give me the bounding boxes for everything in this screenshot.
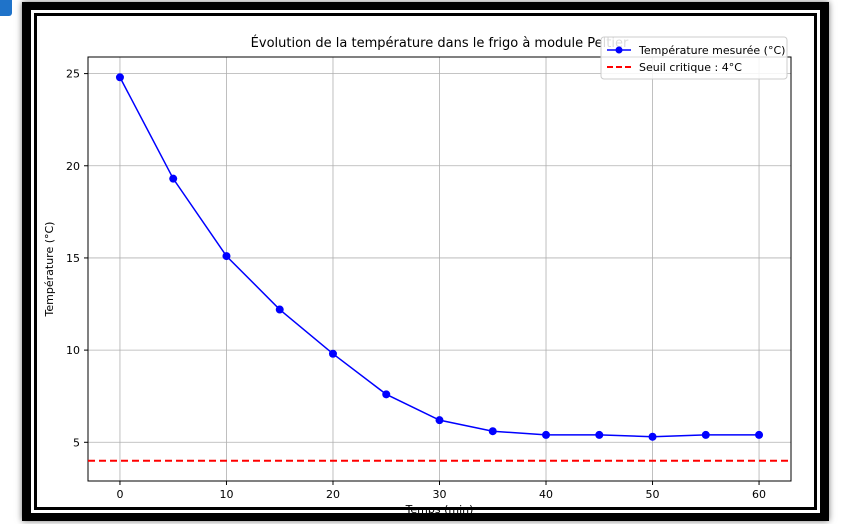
temperature-point xyxy=(328,349,337,358)
x-tick-label: 10 xyxy=(219,488,233,501)
x-tick-label: 0 xyxy=(116,488,123,501)
series-layer xyxy=(88,73,791,462)
y-tick-label: 25 xyxy=(66,68,80,81)
temperature-point xyxy=(542,430,551,439)
legend-label-temperature: Température mesurée (°C) xyxy=(638,44,785,57)
chart-title: Évolution de la température dans le frig… xyxy=(251,35,629,51)
temperature-point xyxy=(648,432,657,441)
x-tick-label: 50 xyxy=(646,488,660,501)
x-tick-label: 40 xyxy=(539,488,553,501)
x-tick-label: 20 xyxy=(326,488,340,501)
temperature-point xyxy=(222,252,231,261)
temperature-point xyxy=(488,427,497,436)
x-tick-label: 30 xyxy=(433,488,447,501)
frame-border: Évolution de la température dans le frig… xyxy=(31,10,820,513)
line-chart: Évolution de la température dans le frig… xyxy=(43,35,792,513)
x-axis-label: Temps (min) xyxy=(405,503,474,513)
temperature-point xyxy=(115,73,124,82)
temperature-point xyxy=(595,430,604,439)
chart-container: Évolution de la température dans le frig… xyxy=(37,16,814,513)
temperature-point xyxy=(701,430,710,439)
temperature-point xyxy=(755,430,764,439)
legend: Température mesurée (°C) Seuil critique … xyxy=(600,36,788,80)
legend-marker-temperature xyxy=(615,46,623,54)
temperature-point xyxy=(169,174,178,183)
temperature-point xyxy=(275,305,284,314)
legend-label-threshold: Seuil critique : 4°C xyxy=(639,61,742,74)
axis-ticks: 0 10 20 30 40 50 60 5 10 15 20 25 xyxy=(66,68,766,501)
temperature-point xyxy=(382,390,391,399)
image-frame: Évolution de la température dans le frig… xyxy=(22,2,829,521)
temperature-point xyxy=(435,416,444,425)
x-tick-label: 60 xyxy=(752,488,766,501)
grid-lines xyxy=(88,57,791,481)
y-tick-label: 20 xyxy=(66,160,80,173)
legend-box xyxy=(600,36,788,80)
y-tick-label: 5 xyxy=(73,436,80,449)
y-tick-label: 15 xyxy=(66,252,80,265)
corner-accent-shape xyxy=(0,0,12,16)
y-tick-label: 10 xyxy=(66,344,80,357)
y-axis-label: Température (°C) xyxy=(43,222,56,318)
